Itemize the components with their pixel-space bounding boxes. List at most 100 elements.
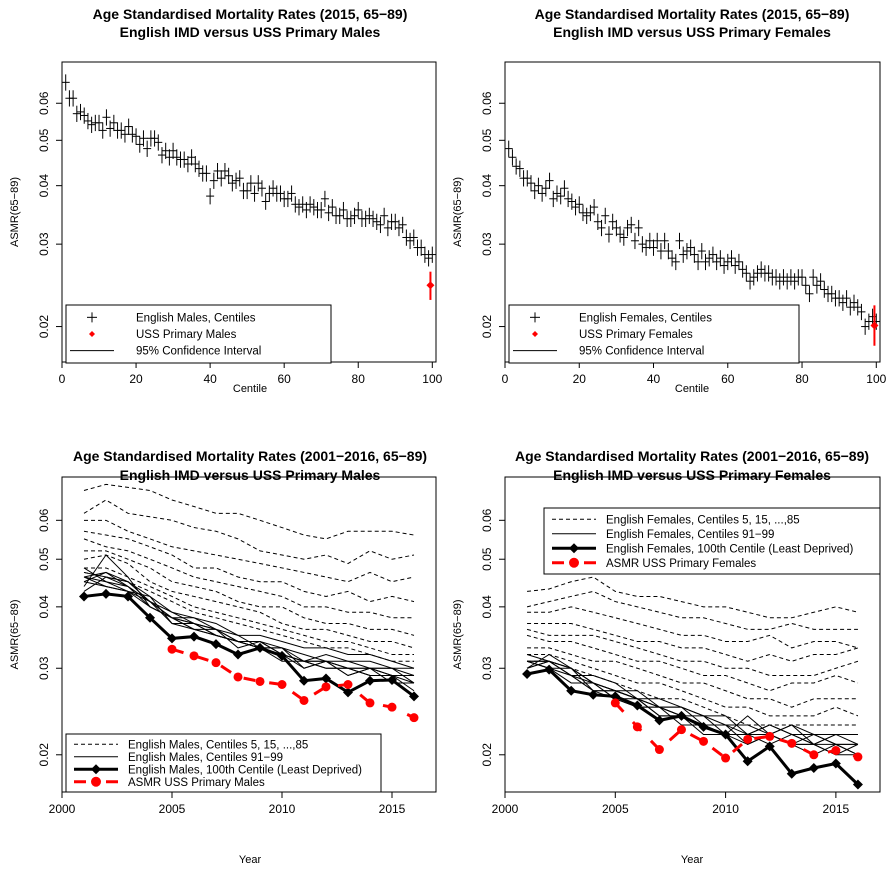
plot-frame [504, 476, 881, 793]
x-tick-label: 40 [647, 372, 661, 386]
legend: English Females, Centiles USS Primary Fem… [508, 304, 800, 364]
chart-subtitle: English IMD versus USS Primary Males [120, 467, 381, 483]
centile-100-marker [676, 710, 687, 721]
y-tick-label: 0.03 [480, 656, 494, 680]
series-line-dashed [527, 622, 859, 662]
chart-title: Age Standardised Mortality Rates (2015, … [93, 6, 408, 22]
legend-symbol-red-dot [569, 557, 579, 568]
uss-marker [831, 746, 841, 756]
uss-series-line [614, 701, 859, 760]
series-line-dashed [526, 634, 859, 692]
y-tick-label: 0.02 [37, 743, 51, 767]
centile-100-marker [610, 691, 621, 702]
uss-marker [765, 731, 775, 741]
uss-marker [610, 698, 620, 708]
x-tick-label: 0 [502, 372, 509, 386]
plot-area [61, 74, 437, 300]
uss-marker [321, 682, 331, 692]
x-tick-label: 2005 [159, 802, 186, 816]
legend-label: ASMR USS Primary Males [128, 777, 265, 789]
centile-100-marker [189, 631, 199, 642]
x-tick-label: 20 [129, 372, 143, 386]
centile-100-marker [632, 700, 643, 711]
uss-marker [809, 750, 819, 760]
chart-title: Age Standardised Mortality Rates (2015, … [535, 6, 850, 22]
y-tick-label: 0.04 [37, 595, 51, 619]
centile-100-marker [233, 649, 243, 660]
series-line-dashed [527, 576, 859, 619]
series-line-100th-centile [526, 668, 859, 786]
uss-marker [787, 738, 797, 748]
legend-box [65, 733, 382, 793]
legend-symbol-diamond [569, 543, 579, 554]
series-line-dashed [83, 538, 414, 619]
legend-symbol-red-dot [91, 776, 101, 787]
y-tick-label: 0.05 [480, 128, 494, 152]
series-line-dashed [527, 647, 858, 708]
legend-symbol-diamond [532, 331, 538, 337]
x-tick-label: 80 [795, 372, 809, 386]
legend-label: ASMR USS Primary Females [606, 558, 756, 570]
legend-label: USS Primary Males [136, 329, 237, 341]
x-tick-label: 40 [203, 372, 217, 386]
centile-100-marker [409, 691, 419, 702]
series-line-100th-centile [83, 592, 415, 698]
x-tick-label: 60 [721, 372, 735, 386]
x-tick-label: 2010 [269, 802, 296, 816]
legend-label: USS Primary Females [579, 329, 693, 341]
uss-marker [365, 698, 375, 708]
centile-100-marker [742, 756, 753, 767]
legend-label: English Males, Centiles 5, 15, ...,85 [128, 739, 308, 751]
x-axis-label: Year [681, 854, 704, 866]
series-line-dashed [527, 653, 859, 717]
legend-label: English Females, Centiles 91−99 [606, 529, 774, 541]
series-line-dashed [83, 483, 415, 540]
y-tick-label: 0.02 [480, 315, 494, 339]
centile-100-marker [566, 685, 577, 696]
centile-100-marker [343, 687, 353, 698]
x-tick-label: 2010 [712, 802, 739, 816]
y-tick-label: 0.05 [480, 547, 494, 571]
y-axis-label: ASMR(65−89) [9, 599, 21, 669]
legend-label: English Males, Centiles [136, 312, 256, 324]
series-line-solid [83, 581, 415, 692]
y-tick-label: 0.06 [480, 91, 494, 115]
series-line-dashed [526, 628, 859, 676]
uss-marker [387, 702, 397, 712]
legend-box [508, 304, 800, 364]
x-tick-label: 60 [277, 372, 291, 386]
x-axis-label: Centile [233, 383, 267, 395]
centile-100-marker [720, 729, 731, 740]
uss-marker [699, 736, 709, 746]
y-tick-label: 0.06 [37, 91, 51, 115]
centile-100-marker [123, 591, 133, 602]
series-line-dashed [83, 554, 415, 649]
series-line-dashed [527, 660, 858, 726]
uss-marker [676, 725, 686, 735]
y-tick-label: 0.03 [37, 656, 51, 680]
legend: English Females, Centiles 5, 15, ...,85 E… [543, 507, 881, 575]
x-tick-label: 80 [352, 372, 366, 386]
uss-marker [211, 658, 221, 668]
series-line-solid [526, 660, 858, 756]
centile-100-marker [277, 650, 287, 661]
centile-100-marker [321, 673, 331, 684]
series-line-dashed [84, 550, 415, 636]
uss-marker [255, 676, 265, 686]
uss-marker [743, 734, 753, 744]
centile-100-marker [654, 715, 665, 726]
legend-box [65, 304, 332, 364]
centile-100-marker [786, 768, 797, 779]
legend-label: English Females, Centiles [579, 312, 712, 324]
x-tick-label: 2015 [379, 802, 406, 816]
centile-100-marker [808, 762, 819, 773]
uss-marker [632, 722, 642, 732]
series-line-dashed [83, 499, 415, 565]
y-tick-label: 0.04 [37, 174, 51, 198]
x-tick-label: 2000 [492, 802, 519, 816]
uss-marker [343, 680, 353, 690]
uss-marker [167, 644, 177, 654]
centile-100-marker [588, 689, 599, 700]
series-line-solid [83, 554, 415, 684]
